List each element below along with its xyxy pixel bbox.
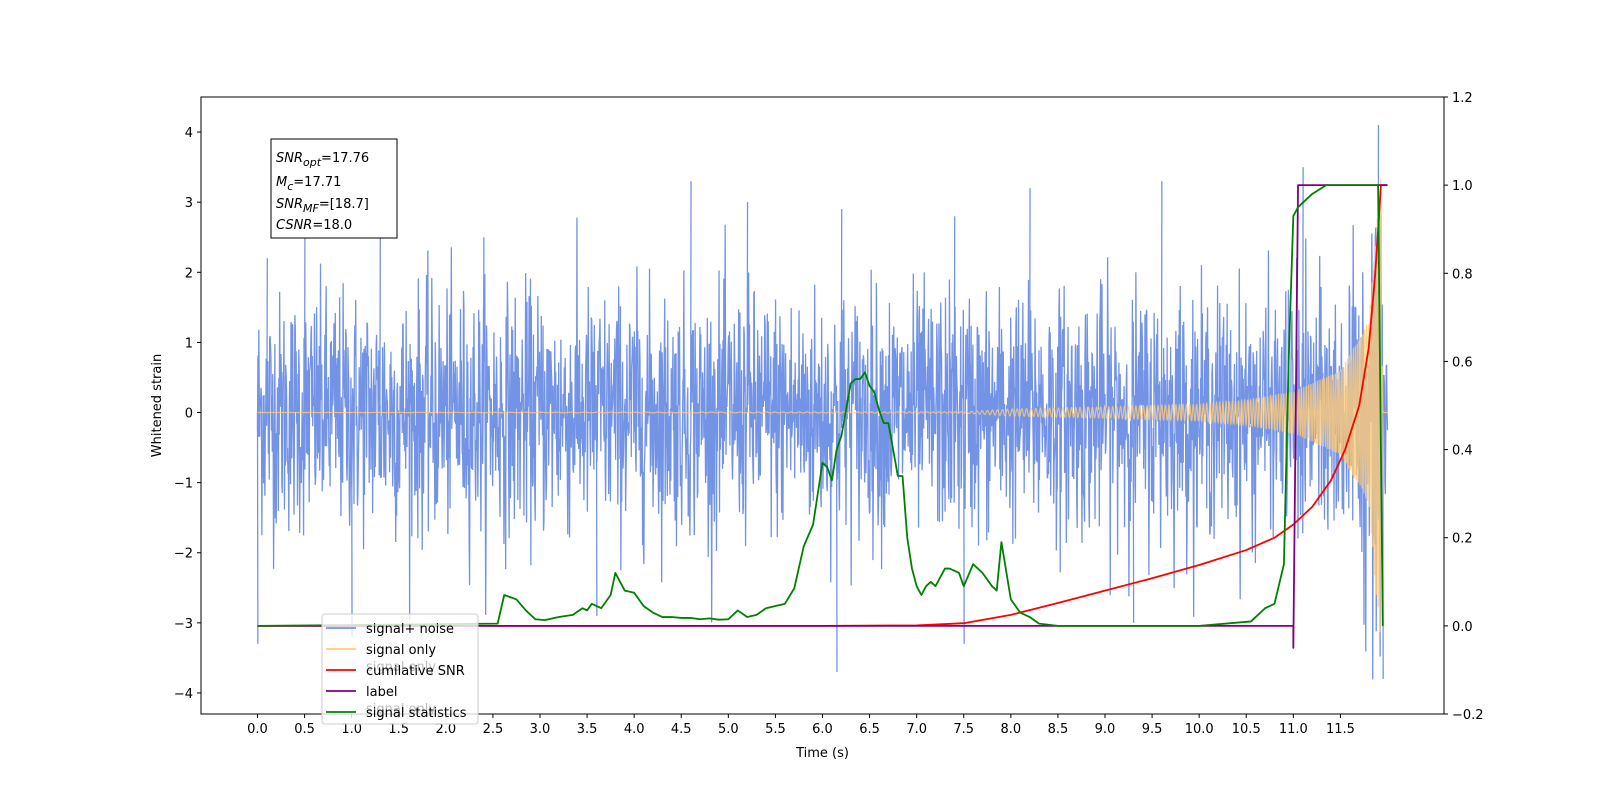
y2-tick-label: 1.2 xyxy=(1452,91,1473,106)
annotation-frame xyxy=(270,138,398,239)
y-tick-label: 0 xyxy=(185,407,193,422)
series-cumilative-snr xyxy=(257,184,1388,627)
annotation-csnr: CSNR=18.0 xyxy=(276,218,352,233)
annotation-snr-opt: SNRopt=17.76 xyxy=(276,151,369,169)
x-tick-label: 9.0 xyxy=(1095,722,1116,737)
x-tick-label: 7.5 xyxy=(953,722,974,737)
y-tick-label: 2 xyxy=(185,266,193,281)
plot-area xyxy=(256,125,1389,680)
x-tick-label: 8.5 xyxy=(1048,722,1069,737)
y-tick-label: −2 xyxy=(174,547,193,562)
x-tick-label: 4.5 xyxy=(671,722,692,737)
y2-tick-label: 0.0 xyxy=(1452,620,1473,635)
series-layer xyxy=(256,125,1389,680)
annotation-snr-mf: SNRMF=[18.7] xyxy=(276,197,369,215)
y-tick-label: −1 xyxy=(174,477,193,492)
legend-label: signal only xyxy=(366,643,436,658)
legend-label: label xyxy=(366,685,397,700)
x-tick-label: 0.0 xyxy=(247,722,268,737)
y-tick-label: −3 xyxy=(174,617,193,632)
legend-frame xyxy=(321,613,479,725)
x-tick-label: 7.0 xyxy=(906,722,927,737)
x-tick-label: 9.5 xyxy=(1142,722,1163,737)
x-tick-label: 2.5 xyxy=(483,722,504,737)
y-tick-label: 4 xyxy=(185,126,193,141)
legend-label: signal+ noise xyxy=(366,622,454,637)
x-tick-label: 10.5 xyxy=(1232,722,1261,737)
x-tick-label: 6.5 xyxy=(859,722,880,737)
legend: signal only signal only signal+ noise sig… xyxy=(321,613,479,725)
x-tick-label: 11.0 xyxy=(1279,722,1308,737)
series-signal-noise xyxy=(256,213,1389,680)
x-tick-label: 0.5 xyxy=(294,722,315,737)
y2-tick-label: 0.8 xyxy=(1452,267,1473,282)
y-axis-label: Whitened strain xyxy=(150,354,165,457)
y2-tick-label: 0.6 xyxy=(1452,355,1473,370)
y2-tick-label: 0.4 xyxy=(1452,444,1473,459)
x-tick-label: 10.0 xyxy=(1185,722,1214,737)
x-tick-label: 5.0 xyxy=(718,722,739,737)
x-tick-label: 1.5 xyxy=(388,722,409,737)
axes: 0.0 0.5 1.0 1.5 2.0 2.5 3.0 3.5 4.0 4.5 5.0 5.5 6.0 6… xyxy=(150,91,1484,761)
x-tick-label: 3.5 xyxy=(577,722,598,737)
x-tick-label: 11.5 xyxy=(1326,722,1355,737)
x-tick-label: 2.0 xyxy=(435,722,456,737)
x-tick-label: 3.0 xyxy=(530,722,551,737)
x-tick-label: 4.0 xyxy=(624,722,645,737)
x-axis-label: Time (s) xyxy=(795,746,849,761)
legend-occluded-text: signal only xyxy=(366,702,436,717)
legend-label: cumilative SNR xyxy=(366,664,465,679)
y-tick-label: 1 xyxy=(185,336,193,351)
series-label xyxy=(257,184,1388,649)
y-tick-label: −4 xyxy=(174,687,193,702)
legend-label: signal statistics xyxy=(366,706,467,721)
y-tick-label: 3 xyxy=(185,196,193,211)
x-tick-label: 5.5 xyxy=(765,722,786,737)
x-tick-label: 6.0 xyxy=(812,722,833,737)
x-tick-label: 8.0 xyxy=(1000,722,1021,737)
y2-tick-label: 1.0 xyxy=(1452,179,1473,194)
annotation-mc: Mc=17.71 xyxy=(276,175,341,193)
legend-occluded-text: signal only xyxy=(366,660,436,675)
y2-tick-label: 0.2 xyxy=(1452,532,1473,547)
x-tick-label: 1.0 xyxy=(341,722,362,737)
annotation-box: SNRopt=17.76 Mc=17.71 SNRMF=[18.7] CSNR=… xyxy=(270,138,398,239)
y2-tick-label: −0.2 xyxy=(1452,708,1484,723)
series-signal-only xyxy=(257,178,1388,633)
series-signal-statistics xyxy=(257,184,1384,627)
